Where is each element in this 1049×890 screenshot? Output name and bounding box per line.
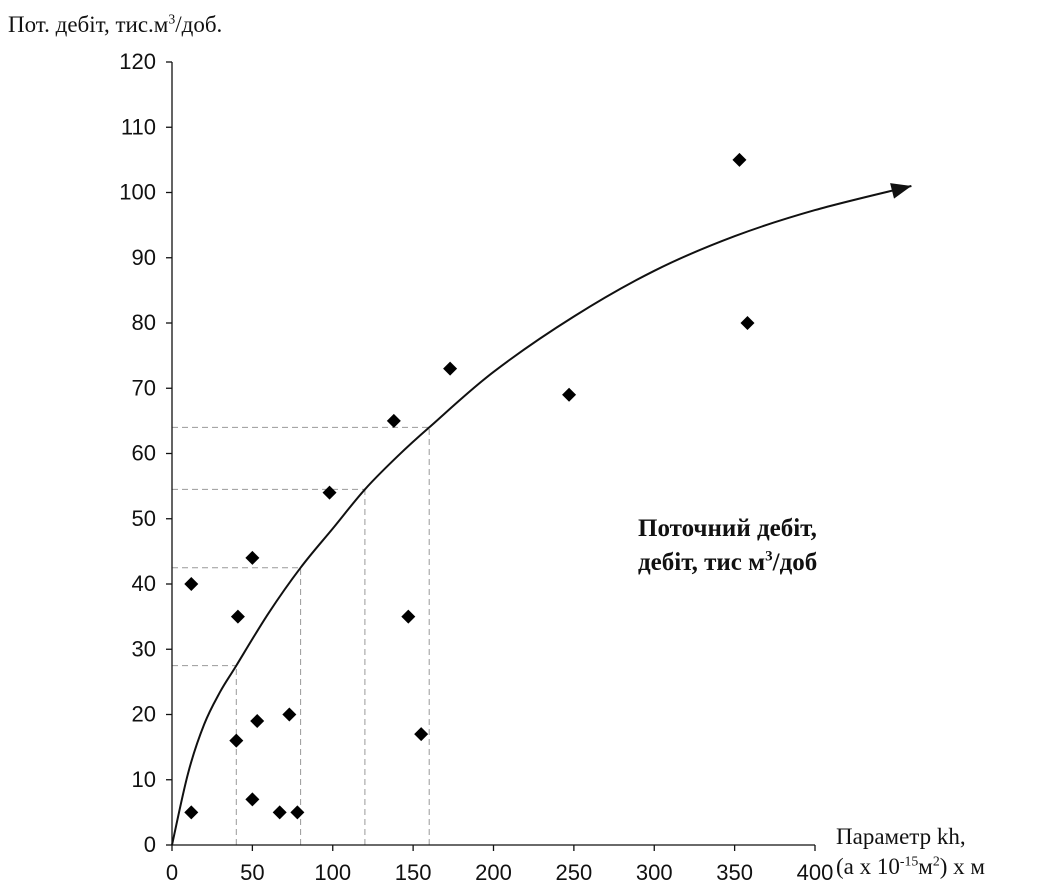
axes: 0 10 20 30 40 50 60 70 80 90 100 110 120 0 50 100 150 200…	[119, 49, 833, 885]
x-tick-label: 0	[166, 860, 178, 885]
data-point	[322, 485, 337, 500]
x-tick-label: 400	[797, 860, 834, 885]
y-tick-label: 60	[132, 441, 156, 466]
data-point	[740, 316, 755, 330]
x-axis-label-line1: Параметр kh,	[836, 824, 966, 849]
y-tick-label: 80	[132, 310, 156, 335]
data-point	[443, 361, 458, 376]
y-tick-label: 100	[119, 180, 156, 205]
data-point	[401, 609, 416, 624]
trend-arrowhead	[890, 183, 912, 199]
x-tick-label: 350	[716, 860, 753, 885]
x-tick-label: 300	[636, 860, 673, 885]
data-point	[272, 805, 287, 820]
data-point	[184, 805, 199, 820]
y-tick-label: 120	[119, 49, 156, 74]
x-axis-label-line2: (а х 10-15м2) х м	[836, 853, 985, 879]
data-point	[290, 805, 305, 820]
y-tick-label: 20	[132, 702, 156, 727]
trend-curve	[171, 185, 912, 846]
data-point	[250, 714, 265, 729]
y-axis-label: Пот. дебіт, тис.м3/доб.	[8, 11, 223, 37]
curve-annotation-line2: дебіт, тис м3/доб	[638, 548, 818, 576]
y-tick-label: 40	[132, 571, 156, 596]
data-point	[229, 733, 244, 748]
data-point	[230, 609, 245, 624]
data-point	[732, 152, 747, 167]
data-point	[562, 387, 577, 402]
x-tick-label: 200	[475, 860, 512, 885]
x-tick-label: 250	[556, 860, 593, 885]
x-tick-label: 100	[314, 860, 351, 885]
y-tick-label: 0	[144, 832, 156, 857]
y-tick-label: 70	[132, 375, 156, 400]
x-tick-label: 50	[240, 860, 264, 885]
data-points	[184, 152, 755, 820]
data-point	[386, 413, 401, 428]
data-point	[245, 550, 260, 565]
data-point	[282, 707, 297, 722]
y-tick-label: 50	[132, 506, 156, 531]
y-tick-label: 30	[132, 636, 156, 661]
x-tick-label: 150	[395, 860, 432, 885]
y-tick-label: 90	[132, 245, 156, 270]
y-tick-label: 10	[132, 767, 156, 792]
x-axis-label: Параметр kh, (а х 10-15м2) х м	[836, 822, 985, 882]
reference-lines	[172, 426, 430, 845]
curve-annotation: Поточний дебіт, дебіт, тис м3/доб	[638, 512, 817, 580]
data-point	[414, 727, 429, 742]
data-point	[184, 577, 199, 591]
data-point	[245, 792, 260, 807]
curve-annotation-line1: Поточний дебіт,	[638, 515, 817, 542]
trend-curve-group	[171, 183, 912, 846]
y-tick-label: 110	[121, 114, 156, 139]
